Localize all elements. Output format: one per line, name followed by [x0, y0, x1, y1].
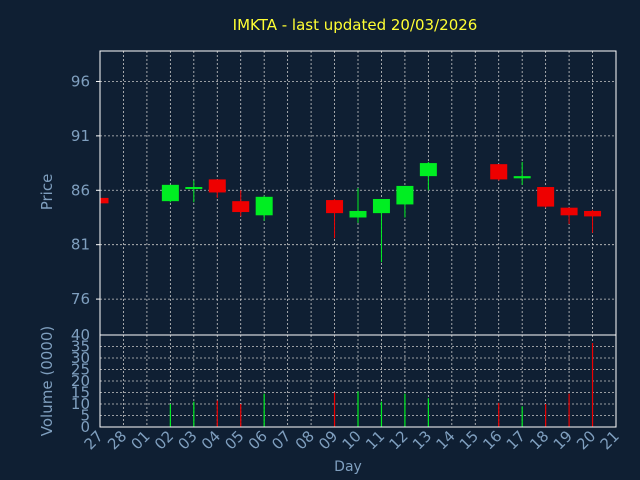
x-tick-label: 14 — [432, 427, 458, 453]
x-tick-label: 16 — [479, 427, 505, 453]
volume-plot-border — [99, 334, 617, 428]
volume-y-tick-label: 25 — [71, 361, 90, 379]
x-tick-label: 13 — [409, 427, 435, 453]
candle-body — [349, 210, 367, 218]
candle-body — [419, 163, 437, 177]
x-tick-label: 06 — [245, 427, 271, 453]
volume-y-tick-label: 40 — [71, 326, 90, 344]
candle-body — [537, 187, 555, 207]
price-y-tick-label: 76 — [71, 290, 90, 308]
x-tick-label: 17 — [503, 427, 529, 453]
candle-body — [232, 201, 250, 213]
x-tick-label: 03 — [174, 427, 200, 453]
candle-body — [372, 198, 390, 214]
volume-axis-label: Volume (0000) — [38, 326, 56, 436]
volume-y-tick-label: 35 — [71, 338, 90, 356]
candle-body — [161, 184, 179, 202]
candle-body — [513, 176, 531, 179]
candle-body — [560, 207, 578, 216]
x-tick-label: 07 — [268, 427, 294, 453]
x-tick-label: 11 — [362, 427, 388, 453]
price-axis-label: Price — [38, 174, 56, 211]
candle-body — [490, 164, 508, 180]
candle-body — [326, 200, 344, 214]
x-tick-label: 08 — [292, 427, 318, 453]
x-tick-label: 20 — [573, 427, 599, 453]
chart-title: IMKTA - last updated 20/03/2026 — [233, 16, 478, 34]
price-y-tick-label: 96 — [71, 72, 90, 90]
x-tick-label: 19 — [550, 427, 576, 453]
volume-y-tick-label: 20 — [71, 372, 90, 390]
x-tick-label: 05 — [221, 427, 247, 453]
price-y-tick-label: 86 — [71, 181, 90, 199]
volume-y-tick-label: 15 — [71, 384, 90, 402]
candle-body — [208, 179, 226, 193]
x-tick-label: 02 — [151, 427, 177, 453]
x-tick-label: 18 — [526, 427, 552, 453]
price-y-tick-label: 81 — [71, 236, 90, 254]
candle-body — [100, 197, 109, 204]
x-tick-label: 04 — [198, 427, 224, 453]
volume-y-tick-label: 30 — [71, 349, 90, 367]
volume-y-tick-label: 5 — [80, 407, 90, 425]
volume-y-tick-label: 0 — [80, 418, 90, 436]
volume-panel: 4035302520151050272801020304050607080910… — [71, 326, 623, 453]
price-y-tick-label: 91 — [71, 127, 90, 145]
x-tick-label: 10 — [339, 427, 365, 453]
x-axis-label: Day — [334, 459, 362, 475]
x-tick-label: 12 — [386, 427, 412, 453]
x-tick-label: 01 — [128, 427, 154, 453]
candle-body — [584, 210, 602, 217]
candle-body — [255, 196, 273, 216]
candle-body — [185, 187, 203, 190]
x-tick-label: 28 — [104, 427, 130, 453]
candle-body — [396, 185, 414, 205]
x-tick-label: 15 — [456, 427, 482, 453]
volume-y-tick-label: 10 — [71, 395, 90, 413]
x-tick-label: 21 — [597, 427, 623, 453]
x-tick-label: 09 — [315, 427, 341, 453]
price-panel: 96 91 86 81 76 — [71, 50, 617, 336]
